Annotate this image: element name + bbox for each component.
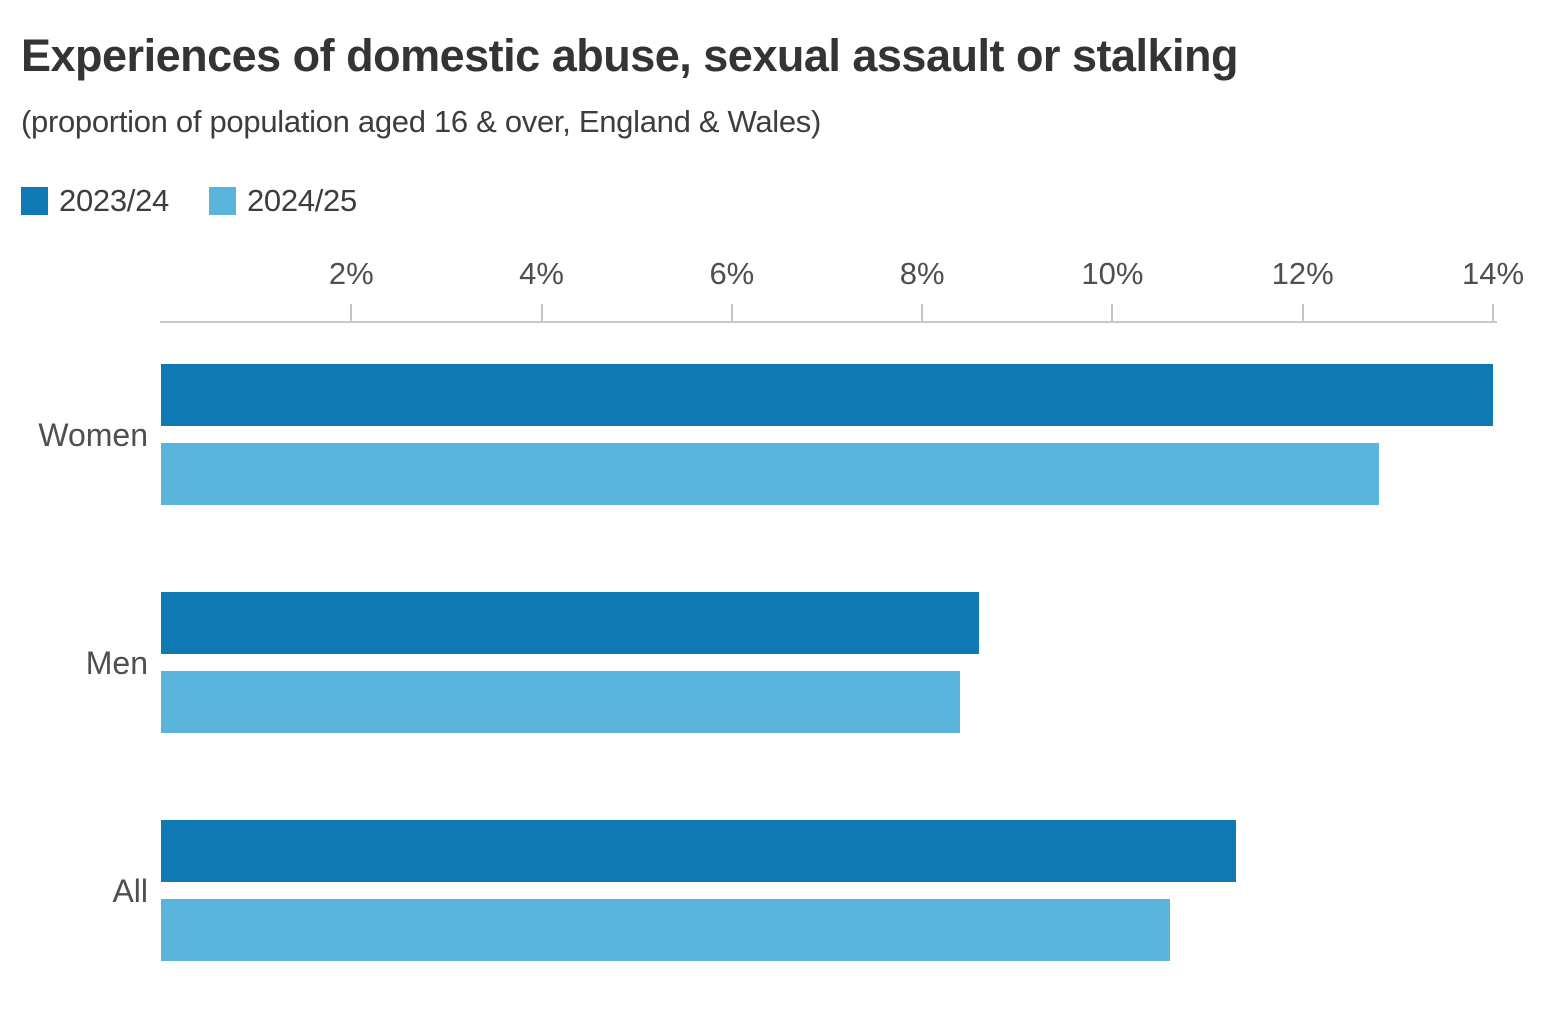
axis-tick-8 bbox=[921, 304, 924, 321]
x-axis-line bbox=[160, 321, 1497, 323]
legend-item-2023-24: 2023/24 bbox=[21, 183, 169, 219]
category-label-all: All bbox=[112, 872, 148, 909]
legend-swatch-2023-24 bbox=[21, 187, 48, 215]
legend-swatch-2024-25 bbox=[208, 187, 236, 215]
category-label-women: Women bbox=[38, 416, 148, 453]
chart-subtitle: (proportion of population aged 16 & over… bbox=[21, 104, 822, 139]
chart-title: Experiences of domestic abuse, sexual as… bbox=[21, 30, 1239, 81]
axis-tick-10 bbox=[1111, 304, 1114, 321]
legend-label-2024-25: 2024/25 bbox=[246, 183, 357, 218]
axis-tick-2 bbox=[350, 304, 353, 321]
axis-tick-label-2: 2% bbox=[328, 256, 374, 291]
legend: 2023/24 2024/25 bbox=[21, 183, 357, 219]
bar-all-2024-25 bbox=[161, 899, 1170, 961]
axis-tick-label-8: 8% bbox=[899, 256, 945, 291]
bar-men-2024-25 bbox=[161, 671, 961, 733]
bar-women-2023-24 bbox=[161, 364, 1493, 426]
axis-tick-12 bbox=[1301, 304, 1304, 321]
axis-tick-14 bbox=[1492, 304, 1494, 321]
axis-tick-label-12: 12% bbox=[1271, 256, 1334, 291]
axis-tick-6 bbox=[730, 304, 733, 321]
legend-label-2023-24: 2023/24 bbox=[59, 183, 169, 218]
bar-all-2023-24 bbox=[161, 820, 1237, 882]
legend-item-2024-25: 2024/25 bbox=[208, 183, 357, 219]
axis-tick-label-10: 10% bbox=[1081, 256, 1144, 291]
category-label-men: Men bbox=[85, 644, 148, 681]
bar-women-2024-25 bbox=[161, 443, 1379, 505]
axis-tick-label-6: 6% bbox=[709, 256, 755, 291]
axis-tick-label-14: 14% bbox=[1461, 256, 1525, 291]
axis-tick-4 bbox=[540, 304, 543, 321]
axis-tick-label-4: 4% bbox=[519, 256, 564, 291]
bar-men-2023-24 bbox=[161, 592, 980, 654]
